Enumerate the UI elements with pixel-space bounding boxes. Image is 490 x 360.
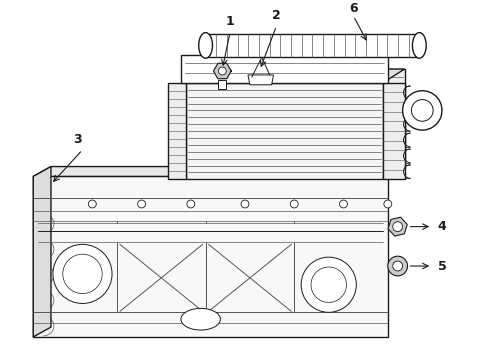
Text: 1: 1 — [226, 15, 235, 28]
Polygon shape — [33, 167, 406, 176]
Polygon shape — [33, 167, 51, 337]
Polygon shape — [208, 69, 405, 166]
Circle shape — [53, 244, 112, 303]
Ellipse shape — [413, 33, 426, 58]
Circle shape — [138, 200, 146, 208]
Circle shape — [403, 91, 442, 130]
Circle shape — [88, 200, 96, 208]
Circle shape — [219, 67, 226, 75]
Ellipse shape — [199, 33, 213, 58]
Polygon shape — [219, 80, 226, 89]
Text: 5: 5 — [438, 260, 446, 273]
Circle shape — [187, 200, 195, 208]
Polygon shape — [186, 69, 405, 83]
Polygon shape — [186, 83, 383, 179]
Circle shape — [393, 261, 403, 271]
Circle shape — [241, 200, 249, 208]
Circle shape — [63, 254, 102, 294]
Polygon shape — [206, 33, 419, 57]
Polygon shape — [33, 176, 388, 337]
Text: 4: 4 — [438, 220, 446, 233]
Circle shape — [311, 267, 346, 302]
Circle shape — [393, 222, 403, 231]
Circle shape — [384, 200, 392, 208]
Ellipse shape — [181, 309, 220, 330]
Polygon shape — [181, 55, 388, 83]
Polygon shape — [214, 63, 231, 79]
Circle shape — [412, 100, 433, 121]
Polygon shape — [168, 83, 186, 179]
Circle shape — [388, 256, 408, 276]
Text: 2: 2 — [272, 9, 281, 22]
Polygon shape — [248, 75, 273, 85]
Circle shape — [290, 200, 298, 208]
Text: 3: 3 — [73, 134, 82, 147]
Polygon shape — [383, 83, 405, 179]
Circle shape — [301, 257, 356, 312]
Circle shape — [340, 200, 347, 208]
Text: 6: 6 — [349, 3, 358, 15]
